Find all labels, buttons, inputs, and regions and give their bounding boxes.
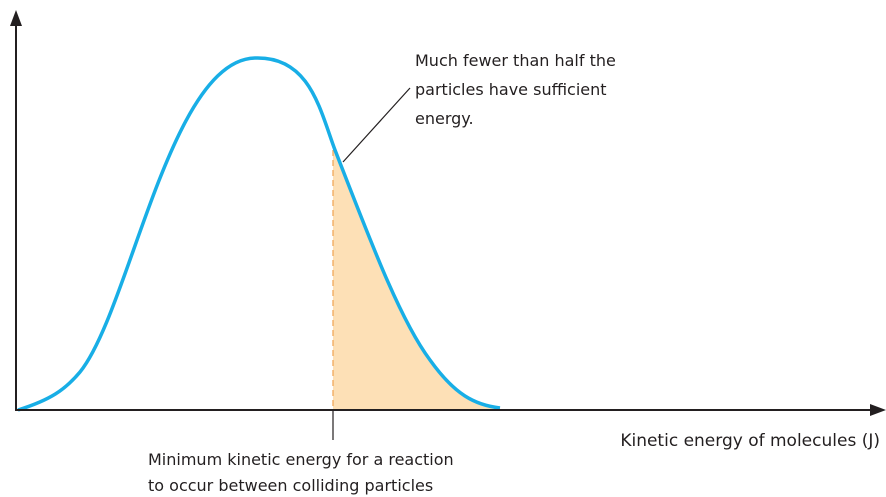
- annotation-pointer: [342, 87, 411, 163]
- x-axis-arrow: [870, 404, 886, 416]
- threshold-label-line: to occur between colliding particles: [148, 476, 433, 495]
- distribution-curve: [17, 56, 501, 412]
- sufficient-energy-area: [333, 144, 500, 410]
- x-axis-label: Kinetic energy of molecules (J): [620, 431, 880, 451]
- annotation-line: particles have sufficient: [415, 80, 607, 99]
- annotation-line: Much fewer than half the: [415, 51, 616, 70]
- annotation-line: energy.: [415, 109, 474, 128]
- y-axis-arrow: [10, 10, 22, 26]
- threshold-label-line: Minimum kinetic energy for a reaction: [148, 450, 454, 469]
